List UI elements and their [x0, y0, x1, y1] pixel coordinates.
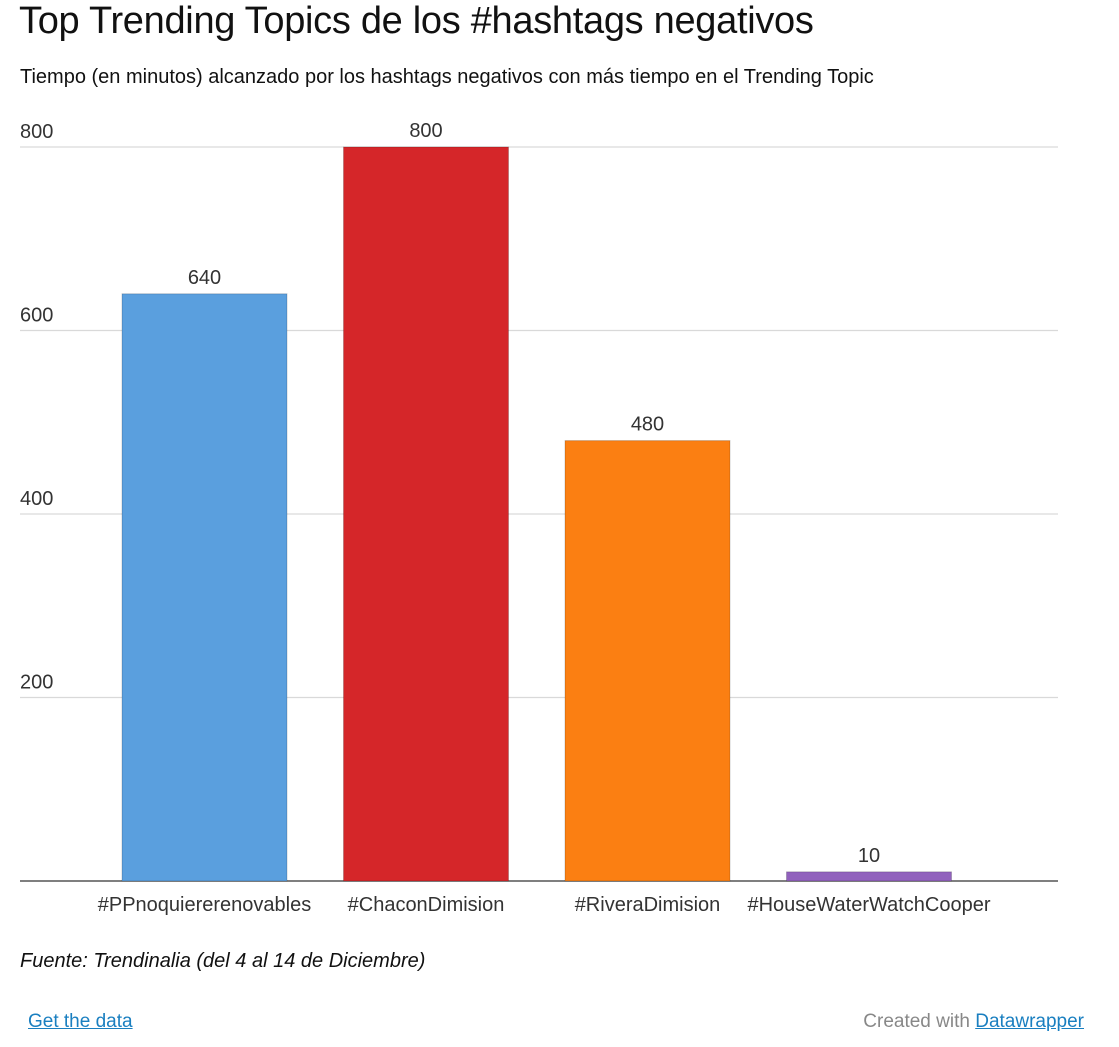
y-tick-label: 200 — [20, 672, 53, 694]
get-the-data-link[interactable]: Get the data — [28, 1011, 133, 1032]
bar-value-label: 640 — [188, 267, 221, 289]
x-category-label: #RiveraDimision — [575, 894, 721, 916]
x-category-label: #PPnoquiererenovables — [98, 894, 312, 916]
datawrapper-link[interactable]: Datawrapper — [975, 1011, 1084, 1032]
y-tick-label: 800 — [20, 121, 53, 143]
bar — [343, 146, 509, 882]
created-with-text: Created with — [863, 1011, 970, 1032]
x-category-label: #ChaconDimision — [348, 894, 505, 916]
bars — [121, 146, 952, 882]
bar-value-label: 800 — [409, 120, 442, 142]
x-category-label: #HouseWaterWatchCooper — [747, 894, 990, 916]
labels: 200 400 600 800 640 #PPnoquiererenovables 800 #… — [20, 120, 991, 916]
y-tick-label: 600 — [20, 305, 53, 327]
source-note: Fuente: Trendinalia (del 4 al 14 de Dici… — [20, 950, 426, 972]
credit-line: Created with Datawrapper — [863, 1011, 1084, 1033]
bar-chart: 200 400 600 800 640 #PPnoquiererenovables 800 #… — [20, 120, 1058, 916]
bar — [564, 440, 731, 882]
bar-value-label: 10 — [858, 845, 880, 867]
chart-title: Top Trending Topics de los #hashtags neg… — [19, 0, 814, 42]
bar-value-label: 480 — [631, 414, 664, 436]
bar — [121, 293, 288, 882]
chart-subtitle: Tiempo (en minutos) alcanzado por los ha… — [20, 66, 874, 88]
y-tick-label: 400 — [20, 488, 53, 510]
bar — [786, 871, 952, 882]
